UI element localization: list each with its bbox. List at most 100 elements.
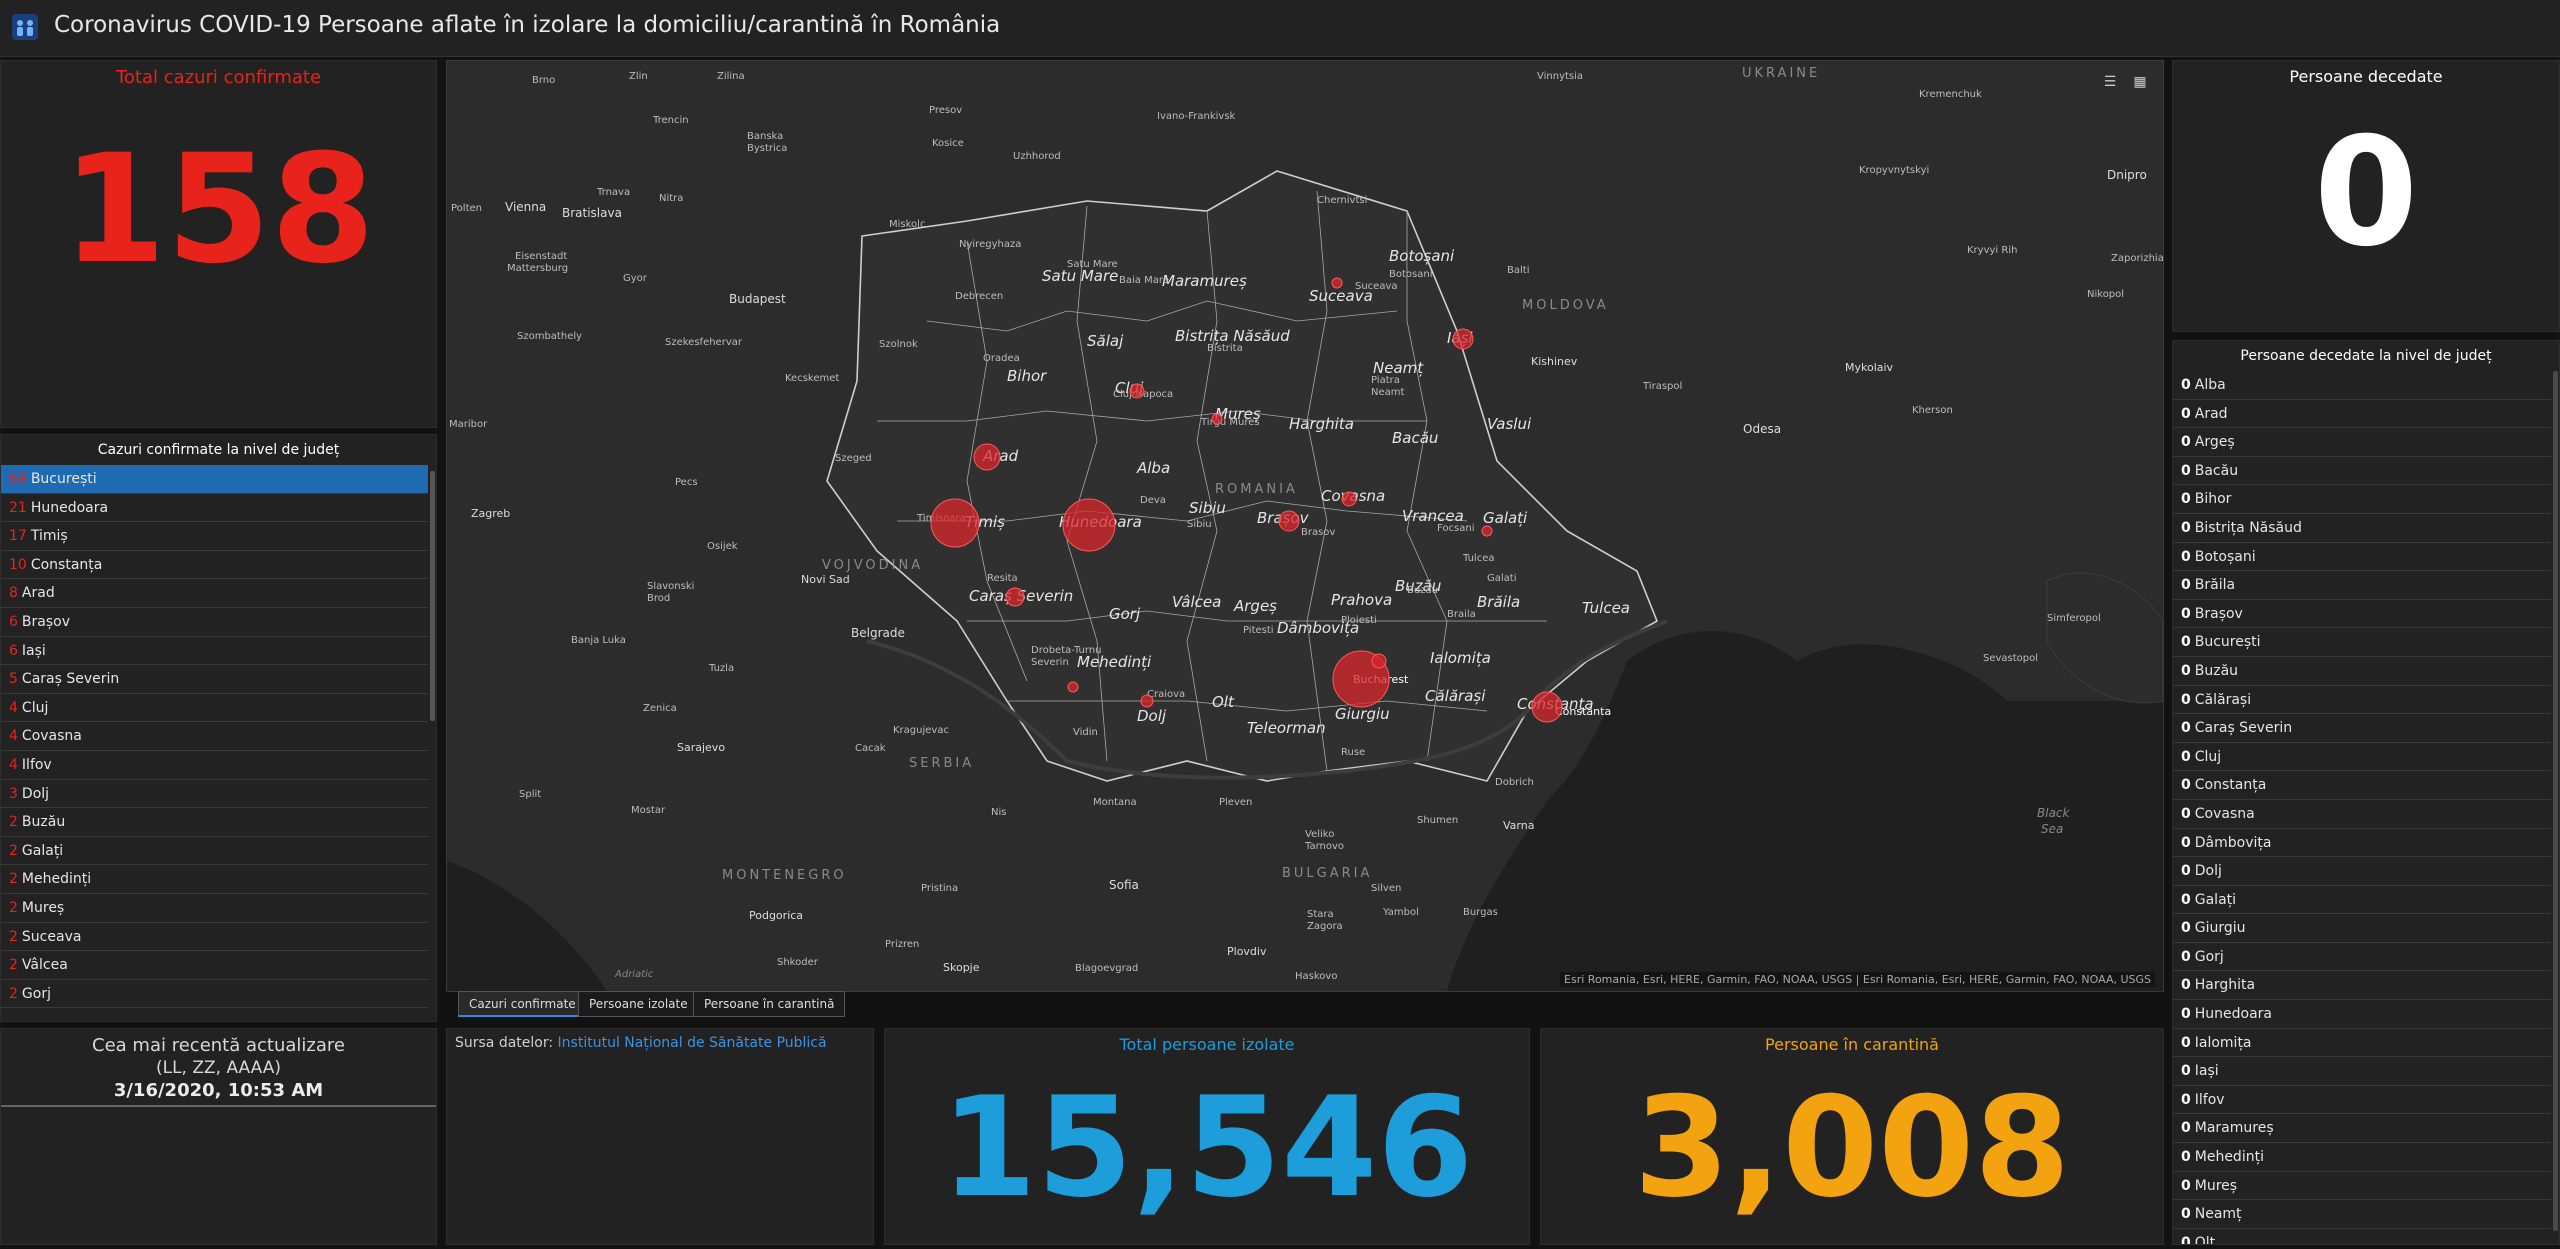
list-item[interactable]: 2 Mehedinți: [1, 865, 428, 894]
list-item[interactable]: 0 Covasna: [2173, 800, 2551, 829]
list-item-count: 0: [2181, 891, 2191, 908]
svg-text:Oradea: Oradea: [983, 353, 1020, 364]
list-item[interactable]: 0 Maramureș: [2173, 1114, 2551, 1144]
svg-text:Kishinev: Kishinev: [1531, 355, 1578, 368]
list-item[interactable]: 0 Bihor: [2173, 485, 2551, 514]
list-item[interactable]: 0 București: [2173, 628, 2551, 657]
list-item[interactable]: 4 Ilfov: [1, 751, 428, 780]
list-item[interactable]: 21 Hunedoara: [1, 494, 428, 523]
list-item[interactable]: 2 Buzău: [1, 808, 428, 837]
confirmed-label: Total cazuri confirmate: [115, 67, 322, 88]
app-logo-icon: [12, 14, 38, 40]
list-item[interactable]: 17 Timiș: [1, 522, 428, 551]
list-item-count: 8: [9, 585, 18, 602]
list-item[interactable]: 5 Caraș Severin: [1, 665, 428, 694]
list-item-county: Galați: [2194, 891, 2237, 908]
tab-confirmed[interactable]: Cazuri confirmate: [458, 991, 587, 1017]
map-county-valcea: Vâlcea: [1172, 593, 1221, 611]
list-item[interactable]: 0 Olt: [2173, 1229, 2551, 1244]
county-deaths-scrollbar[interactable]: [2553, 371, 2558, 1231]
list-item[interactable]: 0 Mehedinți: [2173, 1143, 2551, 1172]
list-item[interactable]: 0 Hunedoara: [2173, 1000, 2551, 1029]
list-item[interactable]: 10 Constanța: [1, 551, 428, 580]
list-item[interactable]: 0 Arad: [2173, 400, 2551, 429]
list-item-count: 0: [2181, 377, 2191, 393]
list-item[interactable]: 0 Iași: [2173, 1057, 2551, 1086]
list-item[interactable]: 69 București: [1, 465, 428, 494]
list-item[interactable]: 2 Galați: [1, 837, 428, 866]
svg-text:Slavonski: Slavonski: [647, 581, 694, 592]
list-item[interactable]: 0 Mureș: [2173, 1172, 2551, 1201]
tab-isolated[interactable]: Persoane izolate: [578, 991, 699, 1017]
list-item-county: Mehedinți: [2194, 1149, 2264, 1166]
list-item[interactable]: 0 Alba: [2173, 371, 2551, 400]
list-item-county: Dolj: [2194, 863, 2222, 880]
map-bubble-mehedinti: [1067, 681, 1079, 693]
list-item[interactable]: 2 Vâlcea: [1, 951, 428, 980]
legend-list-icon[interactable]: ☰: [2103, 74, 2117, 90]
list-item[interactable]: 4 Cluj: [1, 694, 428, 723]
tab-quarantine[interactable]: Persoane în carantină: [693, 991, 846, 1017]
list-item-count: 0: [2181, 462, 2191, 479]
source-link[interactable]: Institutul Național de Sănătate Publică: [557, 1035, 827, 1051]
list-item[interactable]: 0 Bacău: [2173, 457, 2551, 486]
list-item[interactable]: 0 Galați: [2173, 886, 2551, 915]
list-item[interactable]: 0 Botoșani: [2173, 543, 2551, 572]
map-bubble-iasi: [1452, 328, 1474, 350]
list-item[interactable]: 0 Harghita: [2173, 971, 2551, 1001]
map-canvas[interactable]: UKRAINE MOLDOVA ROMANIA SERBIA BULGARIA …: [447, 61, 2163, 991]
list-item[interactable]: 0 Argeș: [2173, 428, 2551, 457]
list-item-county: Hunedoara: [2194, 1006, 2273, 1023]
list-item-count: 0: [2181, 1177, 2191, 1194]
map-county-salaj: Sălaj: [1087, 332, 1124, 350]
list-item[interactable]: 0 Dâmbovița: [2173, 829, 2551, 858]
list-item-count: 2: [9, 842, 18, 859]
list-item[interactable]: 2 Suceava: [1, 923, 428, 952]
svg-text:Pecs: Pecs: [675, 477, 698, 488]
list-item[interactable]: 8 Arad: [1, 579, 428, 608]
list-item[interactable]: 0 Călărași: [2173, 686, 2551, 715]
map-view[interactable]: UKRAINE MOLDOVA ROMANIA SERBIA BULGARIA …: [446, 60, 2164, 992]
county-confirmed-list[interactable]: 69 București 21 Hunedoara 17 Timiș 10 Constanța…: [1, 465, 428, 1021]
list-item[interactable]: 0 Cluj: [2173, 743, 2551, 772]
list-item-county: Suceava: [21, 928, 82, 945]
map-county-vrancea: Vrancea: [1402, 507, 1464, 525]
map-bubble-ilfov: [1371, 653, 1387, 669]
county-confirmed-scrollbar[interactable]: [430, 471, 435, 721]
svg-text:Focsani: Focsani: [1437, 523, 1474, 534]
basemap-gallery-icon[interactable]: ▦: [2133, 74, 2147, 90]
list-item[interactable]: 0 Bistrița Năsăud: [2173, 514, 2551, 543]
list-item-count: 10: [9, 556, 27, 573]
list-item[interactable]: 0 Caraș Severin: [2173, 714, 2551, 743]
quarantine-label: Persoane în carantină: [1765, 1035, 1939, 1054]
source-panel: Sursa datelor: Institutul Național de Să…: [446, 1028, 874, 1245]
svg-text:Banja Luka: Banja Luka: [571, 635, 626, 646]
list-item[interactable]: 0 Gorj: [2173, 943, 2551, 972]
county-deaths-list[interactable]: 0 Alba 0 Arad 0 Argeș 0 Bacău 0 Bihor 0 Bistrița Nă…: [2173, 371, 2551, 1244]
list-item[interactable]: 2 Mureș: [1, 894, 428, 923]
svg-text:Piatra: Piatra: [1371, 375, 1400, 386]
list-item[interactable]: 0 Buzău: [2173, 657, 2551, 686]
list-item-count: 0: [2181, 1206, 2191, 1223]
svg-text:Tirgu Mures: Tirgu Mures: [1200, 417, 1260, 428]
svg-text:Shkoder: Shkoder: [777, 957, 819, 968]
list-item-count: 0: [2181, 1120, 2191, 1137]
list-item[interactable]: 0 Constanța: [2173, 771, 2551, 800]
list-item[interactable]: 3 Dolj: [1, 780, 428, 809]
svg-text:Kosice: Kosice: [932, 138, 964, 149]
list-item[interactable]: 0 Brașov: [2173, 600, 2551, 629]
list-item[interactable]: 6 Brașov: [1, 608, 428, 637]
svg-text:Sevastopol: Sevastopol: [1983, 653, 2038, 664]
app-header: Coronavirus COVID-19 Persoane aflate în …: [0, 0, 2560, 57]
list-item[interactable]: 4 Covasna: [1, 722, 428, 751]
list-item[interactable]: 0 Giurgiu: [2173, 914, 2551, 943]
svg-text:Nitra: Nitra: [659, 193, 683, 204]
list-item[interactable]: 0 Ilfov: [2173, 1086, 2551, 1115]
list-item[interactable]: 6 Iași: [1, 637, 428, 666]
list-item[interactable]: 0 Dolj: [2173, 857, 2551, 886]
svg-text:Mostar: Mostar: [631, 805, 666, 816]
list-item[interactable]: 0 Ialomița: [2173, 1029, 2551, 1058]
list-item[interactable]: 0 Neamț: [2173, 1200, 2551, 1229]
list-item[interactable]: 2 Gorj: [1, 980, 428, 1009]
list-item[interactable]: 0 Brăila: [2173, 571, 2551, 600]
